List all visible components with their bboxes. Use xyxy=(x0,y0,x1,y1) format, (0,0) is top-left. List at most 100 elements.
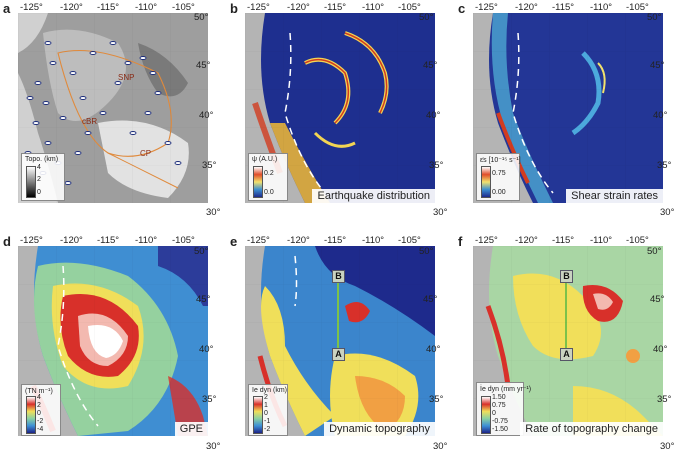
lon-tick: -120° xyxy=(287,235,310,246)
colorbar-tick: 1 xyxy=(264,402,268,409)
colorbar-topography: Topo. (km) 4 2 0 xyxy=(21,153,65,201)
lat-tick: 35° xyxy=(202,160,217,171)
panel-c-strain: ε̇s [10⁻¹⁵ s⁻¹] 0.75 0.00 Shear strain r… xyxy=(473,13,663,203)
lon-tick: -105° xyxy=(398,235,421,246)
colorbar-dynamic-topography: Ie dyn (km) 2 1 0 -1 -2 xyxy=(248,384,288,436)
lon-tick: -115° xyxy=(97,235,120,246)
colorbar-tick: 0 xyxy=(264,410,268,417)
colorbar-title: Topo. (km) xyxy=(25,156,59,163)
lat-tick: 50° xyxy=(419,246,434,257)
colorbar-tick: -1.50 xyxy=(492,426,508,433)
colorbar-tick: 2 xyxy=(37,176,41,183)
lon-tick: -115° xyxy=(552,2,575,13)
panel-d-gpe: (TN m⁻¹) 4 2 0 -2 -4 GPE xyxy=(18,246,208,436)
lat-tick: 30° xyxy=(660,441,675,452)
lat-tick: 35° xyxy=(429,394,444,405)
colorbar-title: ψ (A.U.) xyxy=(252,156,278,163)
panel-b-earthquakes: ψ (A.U.) 0.2 0.0 Earthquake distribution xyxy=(245,13,435,203)
lat-tick: 40° xyxy=(426,344,441,355)
region-label-cp: CP xyxy=(140,149,152,158)
colorbar-gradient xyxy=(481,396,491,434)
lat-tick: 40° xyxy=(426,110,441,121)
lon-tick: -120° xyxy=(515,235,538,246)
lat-tick: 50° xyxy=(647,12,662,23)
panel-label-f: f xyxy=(458,234,463,249)
panel-label-b: b xyxy=(230,1,238,16)
colorbar-tick: 0.0 xyxy=(264,189,274,196)
colorbar-gradient xyxy=(253,166,263,198)
colorbar-tick: 1.50 xyxy=(492,394,506,401)
lon-tick: -120° xyxy=(287,2,310,13)
colorbar-tick: -4 xyxy=(37,426,44,433)
lat-tick: 50° xyxy=(194,12,209,23)
lat-tick: 45° xyxy=(196,294,211,305)
colorbar-tick: 0 xyxy=(37,410,41,417)
colorbar-title: (TN m⁻¹) xyxy=(25,388,53,395)
panel-label-d: d xyxy=(3,234,11,249)
profile-end-a: A xyxy=(560,348,573,361)
lon-tick: -110° xyxy=(362,2,385,13)
lat-tick: 50° xyxy=(194,246,209,257)
lat-tick: 40° xyxy=(199,344,214,355)
panel-caption: GPE xyxy=(174,422,208,436)
gpe-map xyxy=(18,246,208,436)
panel-caption: Earthquake distribution xyxy=(312,189,435,203)
colorbar-tick: -2 xyxy=(264,426,271,433)
colorbar-tick: -0.75 xyxy=(492,418,508,425)
lat-tick: 30° xyxy=(206,441,221,452)
lat-tick: 35° xyxy=(657,394,672,405)
colorbar-gradient xyxy=(26,166,36,198)
lon-tick: -110° xyxy=(590,235,613,246)
lon-tick: -110° xyxy=(590,2,613,13)
lat-tick: 30° xyxy=(433,207,448,218)
panel-e-dynamic-topography: B A Ie dyn (km) 2 1 0 -1 -2 Dynamic topo… xyxy=(245,246,435,436)
lat-tick: 40° xyxy=(653,110,668,121)
lon-tick: -120° xyxy=(60,2,83,13)
profile-start-b: B xyxy=(560,270,573,283)
lat-tick: 30° xyxy=(206,207,221,218)
panel-label-e: e xyxy=(230,234,238,249)
topography-change-map xyxy=(473,246,663,436)
colorbar-tick: 0.2 xyxy=(264,170,274,177)
colorbar-title: Ie dyn (km) xyxy=(252,387,288,394)
lat-tick: 45° xyxy=(423,60,438,71)
lon-tick: -110° xyxy=(362,235,385,246)
lon-tick: -125° xyxy=(247,2,270,13)
colorbar-tick: -2 xyxy=(37,418,44,425)
lon-tick: -110° xyxy=(135,235,158,246)
lon-tick: -105° xyxy=(172,235,195,246)
colorbar-title: İe dyn (mm yr⁻¹) xyxy=(480,386,532,393)
lon-tick: -120° xyxy=(515,2,538,13)
lon-tick: -120° xyxy=(60,235,83,246)
profile-start-b: B xyxy=(332,270,345,283)
lat-tick: 40° xyxy=(199,110,214,121)
colorbar-tick: 4 xyxy=(37,164,41,171)
lat-tick: 30° xyxy=(433,441,448,452)
colorbar-tick: 2 xyxy=(264,394,268,401)
lon-tick: -110° xyxy=(135,2,158,13)
panel-caption: Rate of topography change xyxy=(520,422,663,436)
colorbar-gpe: (TN m⁻¹) 4 2 0 -2 -4 xyxy=(21,384,61,436)
lon-tick: -105° xyxy=(172,2,195,13)
lon-tick: -125° xyxy=(247,235,270,246)
lat-tick: 35° xyxy=(657,160,672,171)
lon-tick: -125° xyxy=(475,235,498,246)
lat-tick: 45° xyxy=(196,60,211,71)
colorbar-strain: ε̇s [10⁻¹⁵ s⁻¹] 0.75 0.00 xyxy=(476,153,521,201)
lat-tick: 40° xyxy=(653,344,668,355)
lat-tick: 50° xyxy=(647,246,662,257)
lat-tick: 45° xyxy=(423,294,438,305)
lat-tick: 35° xyxy=(429,160,444,171)
colorbar-tick: -1 xyxy=(264,418,271,425)
lat-tick: 45° xyxy=(650,294,665,305)
region-label-cbr: cBR xyxy=(82,117,98,126)
lat-tick: 50° xyxy=(419,12,434,23)
colorbar-title: ε̇s [10⁻¹⁵ s⁻¹] xyxy=(480,157,521,164)
colorbar-gradient xyxy=(481,166,491,198)
panel-label-c: c xyxy=(458,1,466,16)
region-label-snp: SNP xyxy=(118,73,135,82)
lon-tick: -115° xyxy=(552,235,575,246)
lon-tick: -125° xyxy=(475,2,498,13)
lon-tick: -105° xyxy=(398,2,421,13)
lon-tick: -125° xyxy=(20,2,43,13)
